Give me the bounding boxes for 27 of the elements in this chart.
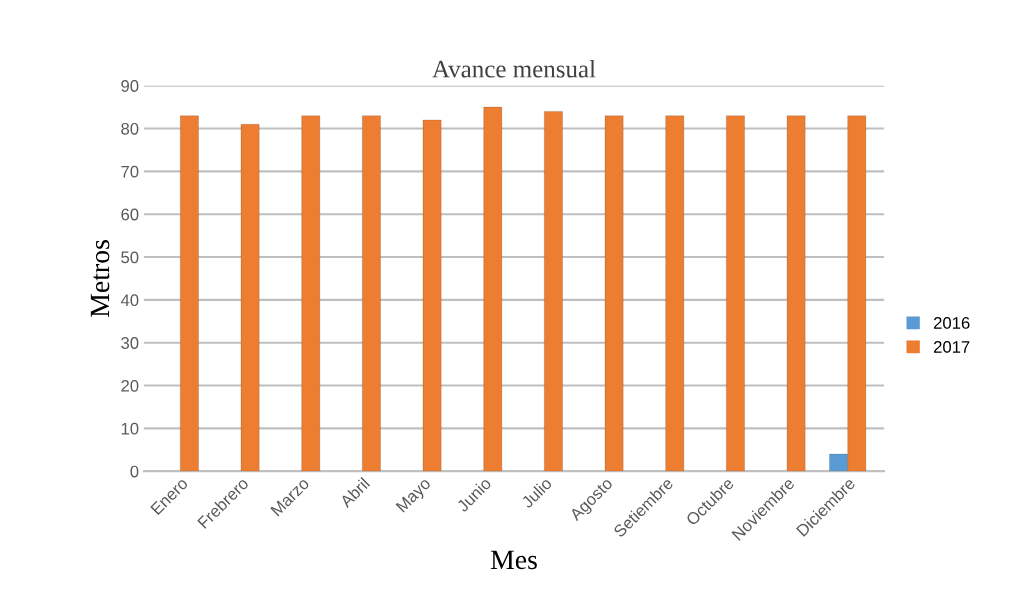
y-tick-label: 0 [130, 465, 139, 478]
y-tick-label: 10 [121, 422, 139, 435]
x-tick-label: Julio [520, 476, 553, 509]
bar [240, 123, 260, 472]
bar [543, 111, 563, 472]
y-tick-label: 40 [120, 294, 139, 307]
x-axis-title: Mes [490, 550, 537, 570]
y-axis-title: Metros [90, 240, 110, 318]
y-tick-label: 50 [121, 251, 139, 264]
legend-label: 2016 [933, 317, 970, 329]
y-tick-label: 70 [121, 165, 139, 178]
bar [301, 115, 321, 472]
y-tick-label: 60 [121, 208, 139, 221]
bar [361, 115, 381, 472]
bar [725, 115, 745, 472]
bar [786, 115, 806, 472]
bar [422, 119, 442, 472]
bar [665, 115, 685, 472]
y-tick-label: 80 [121, 122, 139, 135]
bar [483, 106, 503, 472]
bar [604, 115, 624, 472]
chart-title: Avance mensual [432, 60, 596, 78]
y-tick-label: 20 [121, 379, 139, 392]
bar [179, 115, 199, 472]
legend-label: 2017 [933, 340, 970, 353]
y-tick-label: 90 [121, 80, 139, 92]
y-tick-label: 30 [121, 337, 139, 349]
